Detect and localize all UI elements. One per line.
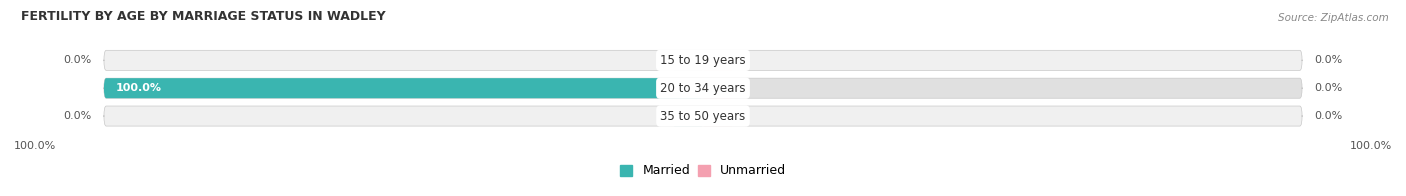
Text: 100.0%: 100.0% <box>14 141 56 151</box>
Text: 0.0%: 0.0% <box>1315 111 1343 121</box>
Text: 20 to 34 years: 20 to 34 years <box>661 82 745 95</box>
FancyBboxPatch shape <box>703 50 733 70</box>
FancyBboxPatch shape <box>104 106 1302 126</box>
Text: 35 to 50 years: 35 to 50 years <box>661 110 745 122</box>
Text: FERTILITY BY AGE BY MARRIAGE STATUS IN WADLEY: FERTILITY BY AGE BY MARRIAGE STATUS IN W… <box>21 10 385 23</box>
Text: 0.0%: 0.0% <box>63 55 91 65</box>
Text: Source: ZipAtlas.com: Source: ZipAtlas.com <box>1278 13 1389 23</box>
Text: 15 to 19 years: 15 to 19 years <box>661 54 745 67</box>
FancyBboxPatch shape <box>673 106 703 126</box>
Legend: Married, Unmarried: Married, Unmarried <box>614 160 792 182</box>
Text: 100.0%: 100.0% <box>1350 141 1392 151</box>
Text: 0.0%: 0.0% <box>63 111 91 121</box>
Text: 100.0%: 100.0% <box>115 83 162 93</box>
FancyBboxPatch shape <box>703 106 733 126</box>
FancyBboxPatch shape <box>703 78 733 98</box>
Text: 0.0%: 0.0% <box>1315 83 1343 93</box>
FancyBboxPatch shape <box>104 50 1302 70</box>
FancyBboxPatch shape <box>104 78 1302 98</box>
FancyBboxPatch shape <box>104 78 703 98</box>
FancyBboxPatch shape <box>673 50 703 70</box>
Text: 0.0%: 0.0% <box>1315 55 1343 65</box>
